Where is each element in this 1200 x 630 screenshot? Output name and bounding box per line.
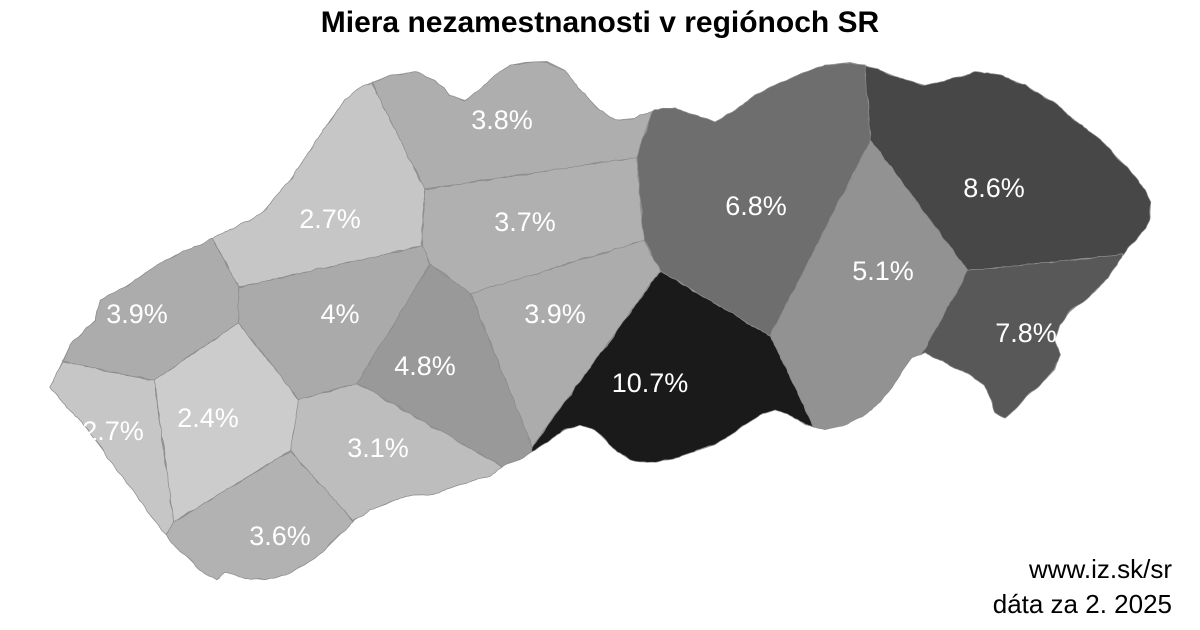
svg-text:2.7%: 2.7% — [82, 416, 144, 446]
svg-text:4%: 4% — [320, 299, 359, 329]
svg-text:3.6%: 3.6% — [249, 521, 311, 551]
svg-text:6.8%: 6.8% — [725, 191, 787, 221]
svg-text:3.9%: 3.9% — [524, 299, 586, 329]
svg-text:8.6%: 8.6% — [963, 173, 1025, 203]
svg-text:3.7%: 3.7% — [494, 207, 556, 237]
svg-text:10.7%: 10.7% — [612, 368, 689, 398]
svg-text:3.8%: 3.8% — [471, 105, 533, 135]
svg-text:5.1%: 5.1% — [852, 256, 914, 286]
svg-text:2.7%: 2.7% — [299, 204, 361, 234]
svg-text:2.4%: 2.4% — [177, 403, 239, 433]
svg-text:7.8%: 7.8% — [995, 318, 1057, 348]
svg-text:4.8%: 4.8% — [394, 351, 456, 381]
svg-text:3.9%: 3.9% — [106, 299, 168, 329]
svg-text:3.1%: 3.1% — [347, 433, 409, 463]
